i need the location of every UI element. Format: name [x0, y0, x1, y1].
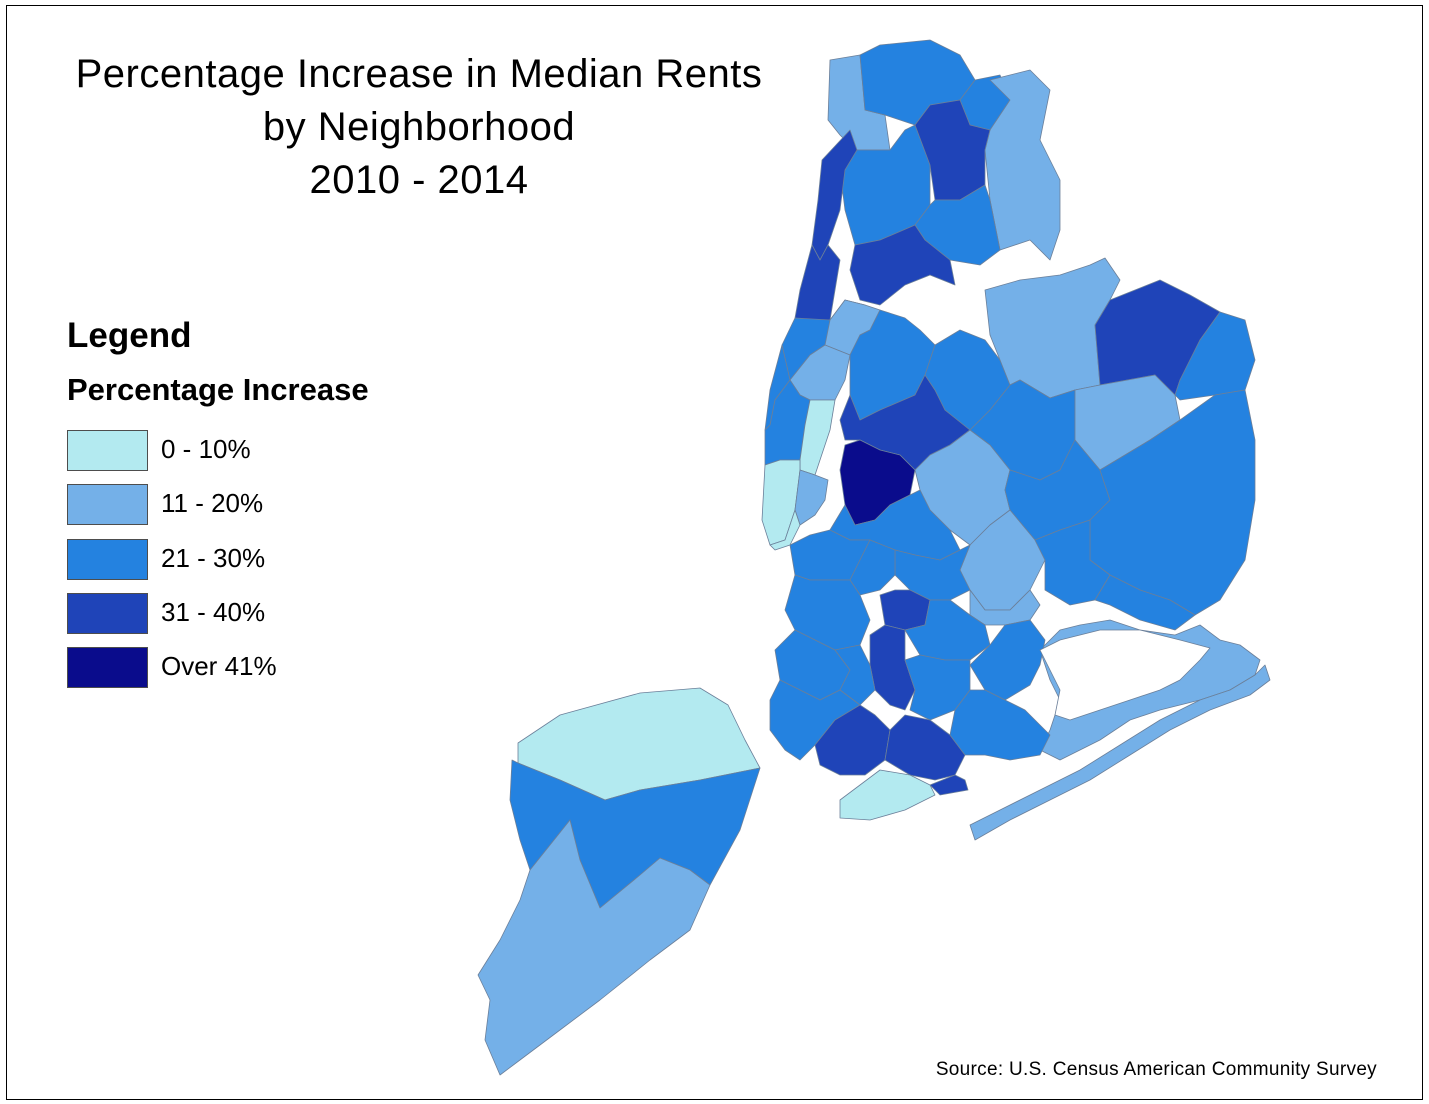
mn-financial	[769, 509, 801, 551]
map-frame	[6, 5, 1423, 1100]
title-line-3: 2010 - 2014	[309, 158, 529, 202]
bronx-fordham	[914, 99, 991, 201]
title-line-1: Percentage Increase in Median Rents	[75, 52, 763, 96]
legend-label-3: 31 - 40%	[161, 597, 266, 627]
legend-item-2: 21 - 30%	[67, 539, 367, 580]
legend-swatch-1	[67, 484, 148, 525]
bk-manhattan-beach	[929, 774, 969, 796]
qn-little-neck	[1174, 311, 1256, 401]
legend-label-2: 21 - 30%	[161, 543, 266, 573]
title-line-2: by Neighborhood	[262, 105, 576, 149]
bk-sheepshead	[884, 714, 966, 781]
bk-marine-park	[949, 689, 1051, 761]
bk-crown-heights	[879, 589, 931, 631]
legend-item-1: 11 - 20%	[67, 484, 367, 525]
bk-borough-park	[834, 644, 876, 706]
brooklyn	[769, 439, 1051, 821]
manhattan	[761, 129, 881, 551]
legend-subheading: Percentage Increase	[67, 372, 369, 407]
legend-swatch-2	[67, 539, 148, 580]
si-south-shore	[477, 819, 711, 1076]
bronx	[827, 39, 1061, 306]
legend-item-0: 0 - 10%	[67, 430, 367, 471]
legend-label-0: 0 - 10%	[161, 434, 251, 464]
source-note: Source: U.S. Census American Community S…	[935, 1059, 1377, 1080]
legend-swatch-4	[67, 647, 148, 688]
legend-swatch-0	[67, 430, 148, 471]
legend-heading: Legend	[67, 316, 192, 355]
qn-howard-beach	[1094, 574, 1196, 631]
bk-coney-island	[839, 769, 936, 821]
bronx-south	[849, 224, 956, 306]
bk-canarsie	[969, 619, 1046, 701]
mn-washington-heights	[794, 244, 841, 321]
bk-bed-stuy	[849, 539, 896, 596]
legend-item-3: 31 - 40%	[67, 593, 367, 634]
jamaica-bay-islands	[1039, 629, 1211, 721]
staten-island	[477, 687, 761, 1076]
legend-swatch-3	[67, 593, 148, 634]
legend-item-4: Over 41%	[67, 647, 367, 688]
bk-bushwick	[894, 544, 971, 601]
bay-water	[1039, 629, 1211, 721]
map-title: Percentage Increase in Median Rents by N…	[14, 48, 824, 207]
qn-rockaway	[969, 664, 1271, 841]
mn-lower-east	[794, 469, 829, 526]
legend-label-4: Over 41%	[161, 651, 277, 681]
legend-label-1: 11 - 20%	[161, 488, 264, 518]
